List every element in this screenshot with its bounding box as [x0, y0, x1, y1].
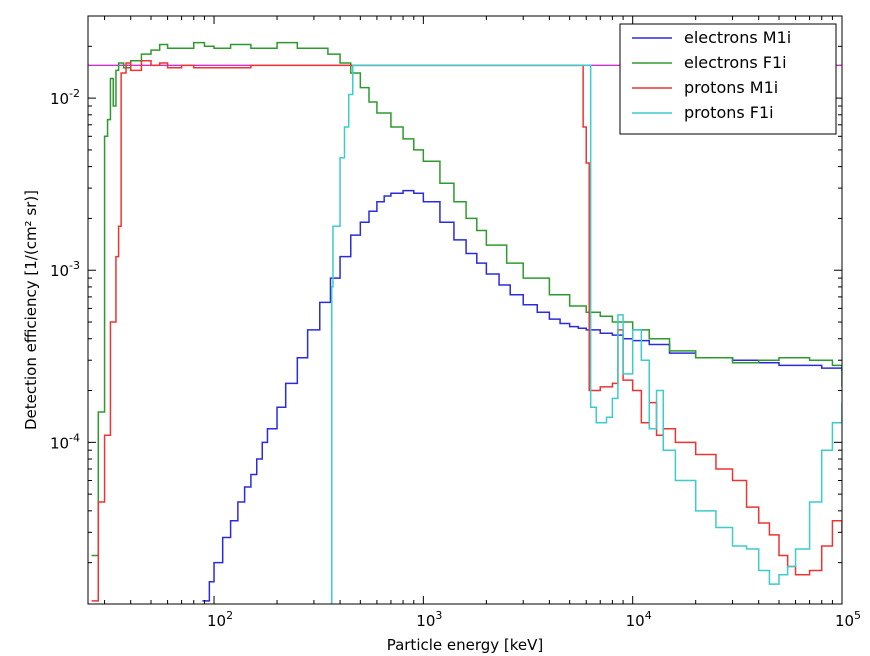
legend-box	[619, 23, 837, 135]
y-tick-label: 10-2	[50, 87, 80, 108]
x-tick-label: 104	[626, 609, 652, 630]
legend-label-2: protons M1i	[684, 78, 778, 97]
y-tick-label: 10-4	[50, 431, 80, 452]
series-line-0	[202, 189, 842, 602]
series-line-2	[91, 59, 842, 602]
plot-frame	[87, 15, 843, 605]
series-line-3	[330, 64, 842, 604]
y-axis-label: Detection efficiency [1/(cm² sr)]	[22, 190, 40, 430]
y-tick-label: 10-3	[50, 259, 80, 280]
ticks-layer: 102 103 104 105 10-4 10-3 10-2	[50, 16, 861, 630]
legend-label-1: electrons F1i	[684, 53, 787, 72]
x-tick-label: 103	[416, 609, 442, 630]
x-tick-label: 105	[835, 609, 861, 630]
legend-label-3: protons F1i	[684, 103, 774, 122]
x-tick-label: 102	[207, 609, 233, 630]
legend: electrons M1i electrons F1i protons M1i pro…	[619, 23, 837, 135]
legend-label-0: electrons M1i	[684, 28, 791, 47]
x-axis-label: Particle energy [keV]	[387, 636, 544, 654]
